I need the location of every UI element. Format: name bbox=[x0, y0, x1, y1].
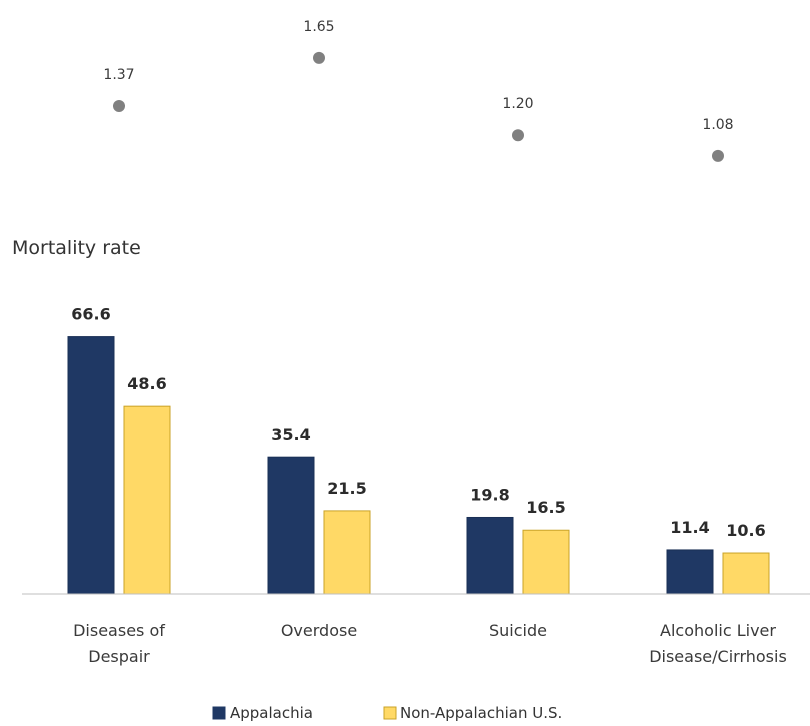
bar-alcoholic-liver-disease-cirrhosis-appalachia bbox=[666, 549, 714, 595]
bar-overdose-appalachia bbox=[267, 456, 315, 595]
value-label-diseases-of-despair-appalachia: 66.6 bbox=[71, 305, 110, 324]
bar-chart-title: Mortality rate bbox=[12, 237, 141, 259]
mortality-bar-chart: 66.6 35.4 19.8 11.4 48.6 21.5 16.5 10.6 bbox=[67, 305, 770, 595]
ratio-label-overdose: 1.65 bbox=[303, 19, 334, 35]
value-label-alcoholic-liver-disease-cirrhosis-non-appalachian-u-s: 10.6 bbox=[726, 521, 765, 540]
category-label-suicide-1: Suicide bbox=[489, 621, 547, 640]
ratio-dot-alcoholic-liver-disease-cirrhosis bbox=[712, 149, 724, 162]
bar-suicide-non-appalachian-u-s bbox=[522, 529, 570, 595]
category-label-alcoholic-liver-disease-cirrhosis-2: Disease/Cirrhosis bbox=[649, 647, 787, 666]
ratio-label-diseases-of-despair: 1.37 bbox=[103, 67, 134, 83]
ratio-dot-diseases-of-despair bbox=[113, 100, 125, 112]
value-label-suicide-appalachia: 19.8 bbox=[470, 485, 509, 504]
value-label-diseases-of-despair-non-appalachian-u-s: 48.6 bbox=[127, 374, 166, 393]
value-label-overdose-non-appalachian-u-s: 21.5 bbox=[327, 479, 366, 498]
ratio-dot-overdose bbox=[313, 51, 325, 64]
bar-alcoholic-liver-disease-cirrhosis-non-appalachian-u-s bbox=[722, 552, 770, 595]
ratio-dot-plot: 1.37 1.65 1.20 1.08 bbox=[103, 19, 734, 162]
ratio-label-suicide: 1.20 bbox=[502, 96, 533, 112]
category-label-alcoholic-liver-disease-cirrhosis-1: Alcoholic Liver bbox=[660, 621, 776, 640]
value-label-alcoholic-liver-disease-cirrhosis-appalachia: 11.4 bbox=[670, 518, 709, 537]
ratio-label-alcoholic-liver-disease-cirrhosis: 1.08 bbox=[702, 117, 733, 133]
legend-swatch-non-appalachian bbox=[383, 706, 397, 720]
category-label-diseases-of-despair-2: Despair bbox=[88, 647, 150, 666]
legend-label-non-appalachian: Non-Appalachian U.S. bbox=[400, 704, 562, 722]
ratio-dot-suicide bbox=[512, 129, 524, 142]
bar-overdose-non-appalachian-u-s bbox=[323, 510, 371, 595]
legend: Appalachia Non-Appalachian U.S. bbox=[212, 704, 562, 722]
value-label-suicide-non-appalachian-u-s: 16.5 bbox=[526, 498, 565, 517]
category-label-diseases-of-despair-1: Diseases of bbox=[73, 621, 165, 640]
legend-swatch-appalachia bbox=[212, 706, 226, 720]
value-label-overdose-appalachia: 35.4 bbox=[271, 425, 310, 444]
bar-diseases-of-despair-appalachia bbox=[67, 336, 115, 595]
bar-diseases-of-despair-non-appalachian-u-s bbox=[123, 405, 171, 595]
legend-label-appalachia: Appalachia bbox=[230, 704, 313, 722]
category-label-overdose-1: Overdose bbox=[281, 621, 357, 640]
category-labels: Diseases of Despair Overdose Suicide Alcohol… bbox=[73, 621, 787, 666]
bar-suicide-appalachia bbox=[466, 516, 514, 595]
